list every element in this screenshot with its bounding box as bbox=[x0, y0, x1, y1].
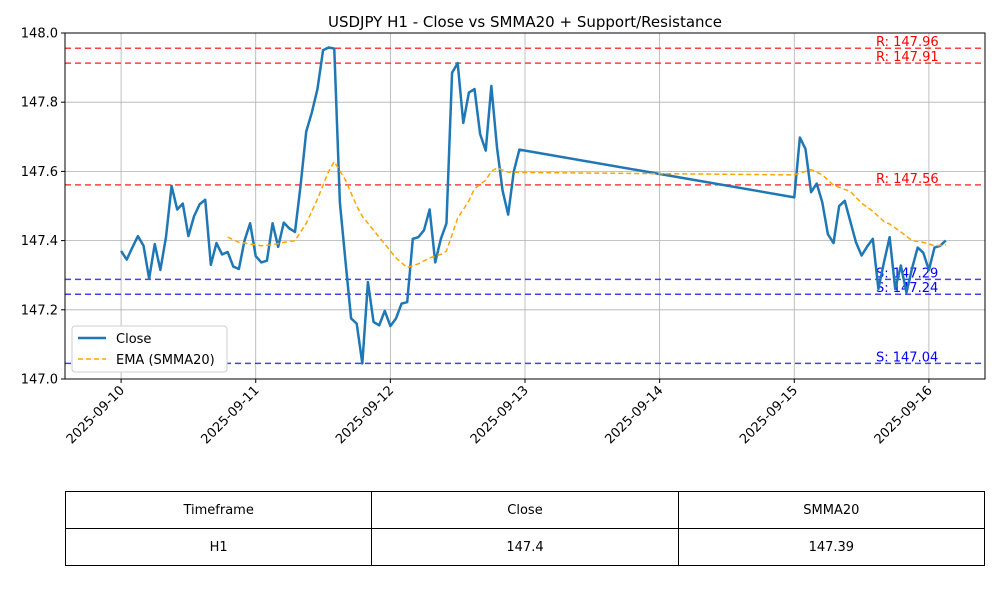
resistance-level-label: R: 147.91 bbox=[876, 50, 939, 65]
x-tick-label: 2025-09-16 bbox=[872, 383, 936, 447]
smma20-series-line bbox=[227, 160, 946, 269]
chart-title: USDJPY H1 - Close vs SMMA20 + Support/Re… bbox=[328, 13, 722, 31]
summary-table: Timeframe Close SMMA20 H1 147.4 147.39 bbox=[64, 491, 986, 566]
legend-smma-label: EMA (SMMA20) bbox=[116, 353, 215, 368]
legend-box bbox=[71, 325, 228, 373]
table-cell: 147.39 bbox=[677, 528, 986, 566]
table-header-cell: Timeframe bbox=[64, 491, 373, 529]
table-header-cell: SMMA20 bbox=[677, 491, 986, 529]
x-tick-label: 2025-09-13 bbox=[468, 383, 532, 447]
x-tick-label: 2025-09-12 bbox=[333, 383, 397, 447]
table-header-row: Timeframe Close SMMA20 bbox=[64, 491, 986, 529]
support-level-label: S: 147.29 bbox=[876, 266, 938, 281]
y-tick-label: 147.8 bbox=[21, 96, 58, 111]
y-tick-label: 148.0 bbox=[21, 27, 58, 42]
x-tick-label: 2025-09-11 bbox=[199, 383, 263, 447]
table-cell: 147.4 bbox=[371, 528, 679, 566]
y-tick-label: 147.0 bbox=[21, 373, 58, 388]
y-tick-label: 147.6 bbox=[21, 165, 58, 180]
x-tick-label: 2025-09-14 bbox=[602, 383, 666, 447]
table-cell: H1 bbox=[64, 528, 373, 566]
support-level-label: S: 147.04 bbox=[876, 350, 938, 365]
x-tick-label: 2025-09-10 bbox=[64, 383, 128, 447]
table-header-cell: Close bbox=[371, 491, 679, 529]
table-row: H1 147.4 147.39 bbox=[64, 528, 986, 566]
y-tick-label: 147.2 bbox=[21, 303, 58, 318]
x-tick-label: 2025-09-15 bbox=[737, 383, 801, 447]
resistance-level-label: R: 147.56 bbox=[876, 172, 939, 187]
y-tick-label: 147.4 bbox=[21, 234, 58, 249]
legend-close-label: Close bbox=[116, 332, 151, 347]
legend: Close EMA (SMMA20) bbox=[71, 325, 228, 373]
resistance-level-label: R: 147.96 bbox=[876, 35, 939, 50]
close-series-line bbox=[120, 46, 947, 365]
